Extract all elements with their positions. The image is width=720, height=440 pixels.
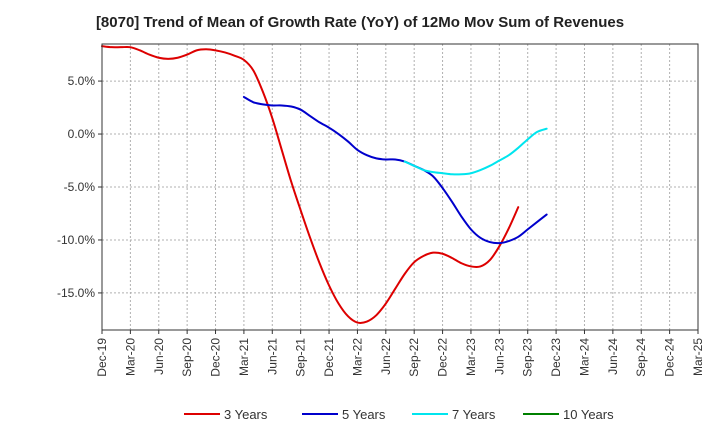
x-tick-label: Dec-20 bbox=[209, 338, 223, 377]
legend-label: 3 Years bbox=[224, 407, 268, 422]
x-tick-label: Dec-22 bbox=[436, 338, 450, 377]
x-tick-label: Dec-24 bbox=[663, 338, 677, 377]
y-tick-label: -10.0% bbox=[57, 233, 95, 247]
x-tick-label: Jun-21 bbox=[265, 338, 279, 375]
x-tick-label: Dec-21 bbox=[322, 338, 336, 377]
y-tick-label: -5.0% bbox=[64, 180, 96, 194]
series-line-3-years bbox=[101, 45, 520, 324]
y-tick-label: 5.0% bbox=[68, 74, 96, 88]
series-line-7-years bbox=[403, 127, 548, 176]
chart-title: [8070] Trend of Mean of Growth Rate (YoY… bbox=[95, 14, 625, 31]
legend: 3 Years 5 Years 7 Years 10 Years bbox=[184, 407, 614, 422]
series-layer bbox=[101, 45, 548, 324]
legend-label: 10 Years bbox=[563, 407, 614, 422]
x-axis-ticks: Dec-19 Mar-20 Jun-20 Sep-20 Dec-20 Mar-21 Jun-… bbox=[95, 330, 705, 377]
y-axis-ticks: 5.0% 0.0% -5.0% -10.0% -15.0% bbox=[57, 74, 102, 300]
legend-label: 5 Years bbox=[342, 407, 386, 422]
grid bbox=[101, 44, 699, 330]
x-tick-label: Jun-22 bbox=[379, 338, 393, 375]
x-tick-label: Mar-23 bbox=[464, 338, 478, 376]
x-tick-label: Dec-23 bbox=[549, 338, 563, 377]
x-tick-label: Mar-25 bbox=[691, 338, 705, 376]
x-tick-label: Sep-22 bbox=[407, 338, 421, 377]
x-tick-label: Sep-21 bbox=[294, 338, 308, 377]
x-tick-label: Mar-20 bbox=[123, 338, 137, 376]
series-line-5-years bbox=[242, 95, 548, 245]
x-tick-label: Jun-23 bbox=[492, 338, 506, 375]
x-tick-label: Sep-20 bbox=[180, 338, 194, 377]
x-tick-label: Mar-24 bbox=[577, 338, 591, 376]
x-tick-label: Sep-23 bbox=[521, 338, 535, 377]
y-tick-label: 0.0% bbox=[68, 127, 96, 141]
x-tick-label: Sep-24 bbox=[634, 338, 648, 377]
x-tick-label: Mar-21 bbox=[237, 338, 251, 376]
legend-label: 7 Years bbox=[452, 407, 496, 422]
x-tick-label: Mar-22 bbox=[350, 338, 364, 376]
x-tick-label: Dec-19 bbox=[95, 338, 109, 377]
x-tick-label: Jun-20 bbox=[152, 338, 166, 375]
y-tick-label: -15.0% bbox=[57, 286, 95, 300]
x-tick-label: Jun-24 bbox=[606, 338, 620, 375]
